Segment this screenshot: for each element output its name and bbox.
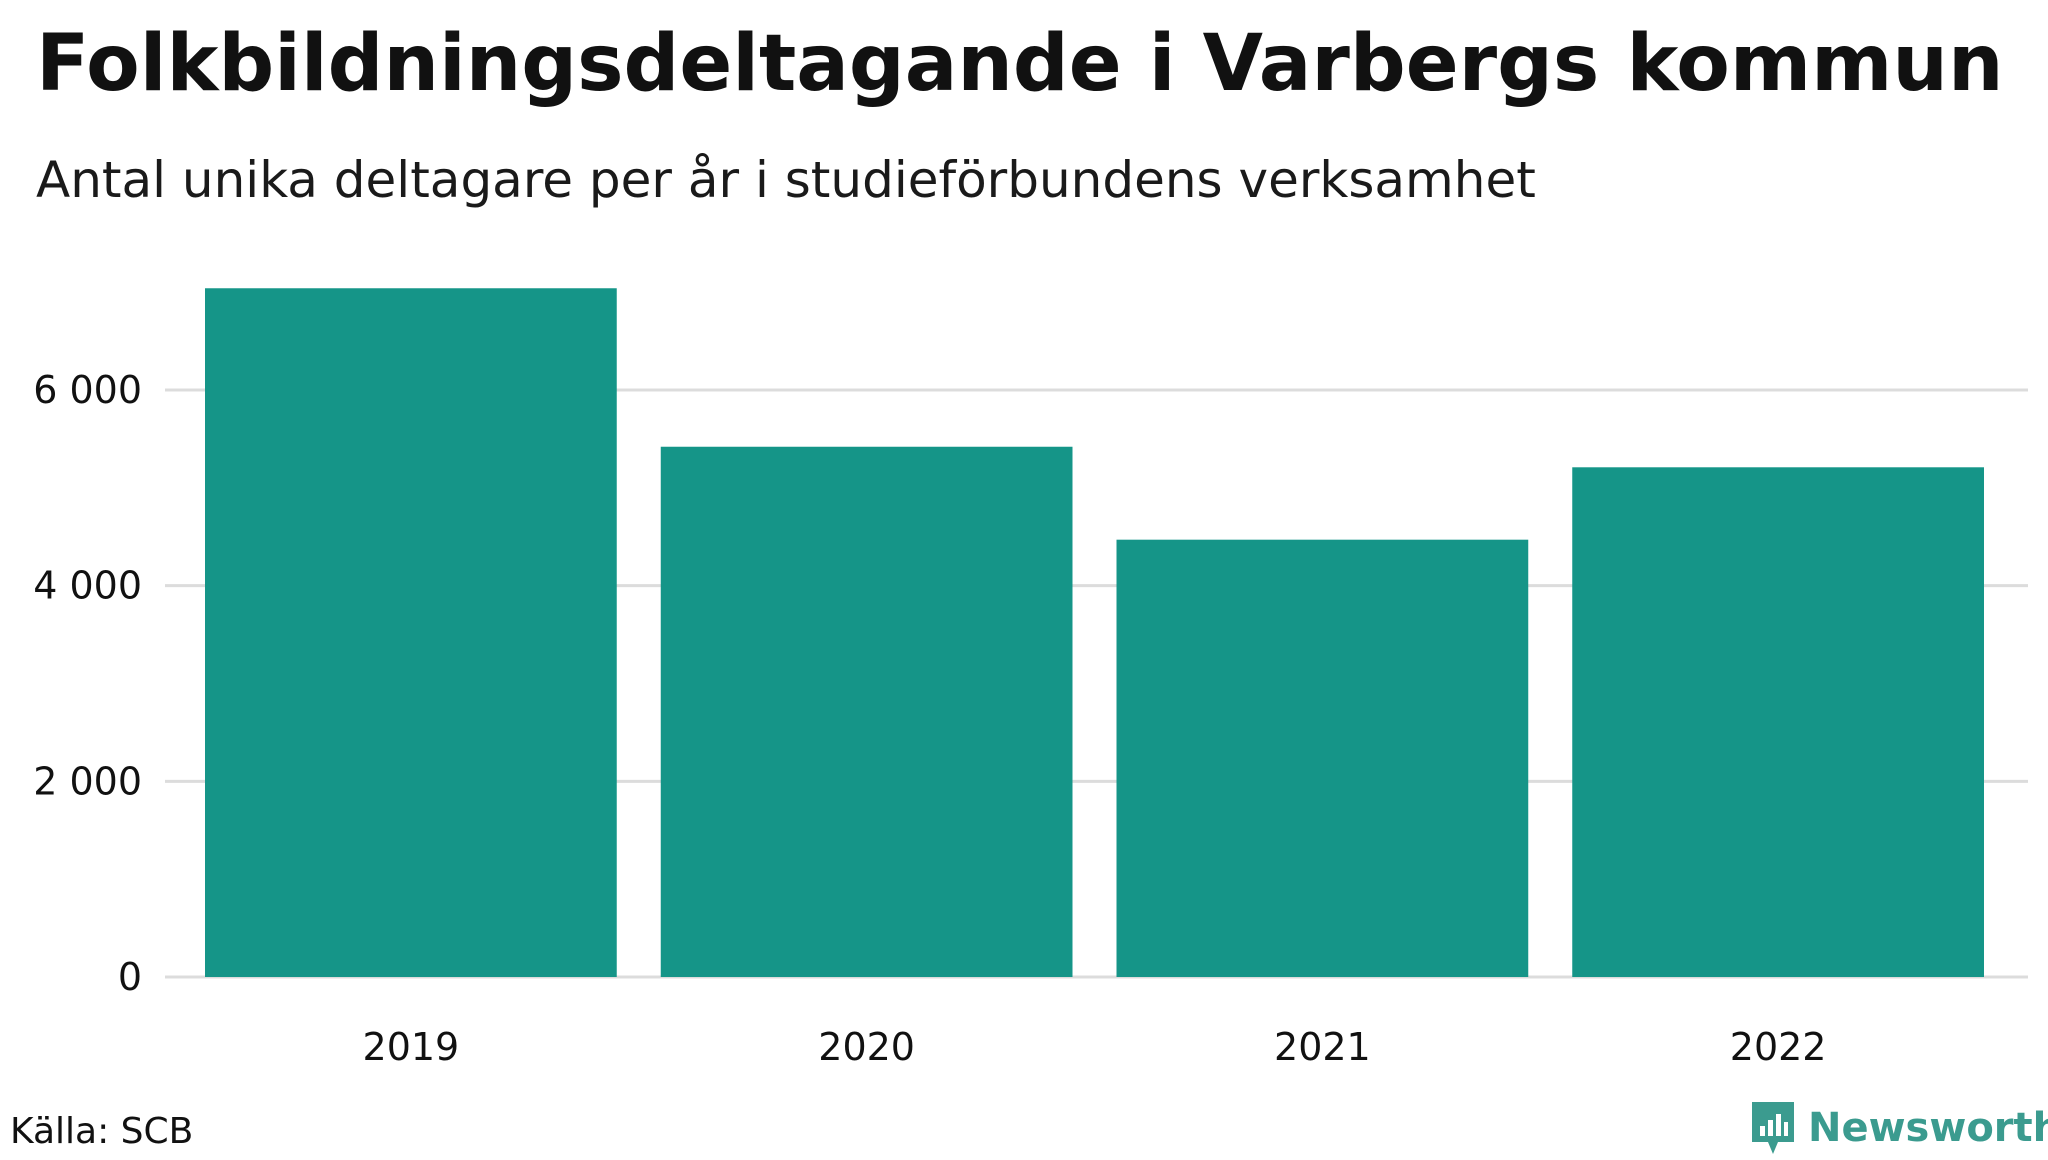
source-note: Källa: SCB bbox=[10, 1111, 194, 1152]
x-tick-label: 2019 bbox=[363, 1025, 460, 1069]
bar-2022 bbox=[1572, 467, 1984, 977]
chart-title: Folkbildningsdeltagande i Varbergs kommu… bbox=[36, 19, 2004, 109]
y-axis-ticks: 0 2 000 4 000 6 000 bbox=[33, 368, 142, 999]
brand-logo: Newsworthy bbox=[1748, 1096, 2048, 1160]
x-axis-ticks: 2019 2020 2021 2022 bbox=[363, 1025, 1827, 1069]
brand-name: Newsworthy bbox=[1808, 1105, 2048, 1151]
bars bbox=[205, 288, 1984, 978]
chart-subtitle: Antal unika deltagare per år i studieför… bbox=[36, 151, 1536, 209]
bar-2021 bbox=[1116, 539, 1529, 977]
y-tick-label: 2 000 bbox=[33, 759, 142, 803]
bar-2020 bbox=[660, 446, 1073, 977]
x-tick-label: 2020 bbox=[818, 1025, 915, 1069]
y-tick-label: 4 000 bbox=[33, 564, 142, 608]
bar-2019 bbox=[205, 288, 617, 978]
y-tick-label: 6 000 bbox=[33, 368, 142, 412]
newsworthy-logo-icon bbox=[1752, 1102, 1794, 1154]
y-tick-label: 0 bbox=[118, 955, 142, 999]
x-tick-label: 2022 bbox=[1730, 1025, 1827, 1069]
x-tick-label: 2021 bbox=[1274, 1025, 1371, 1069]
